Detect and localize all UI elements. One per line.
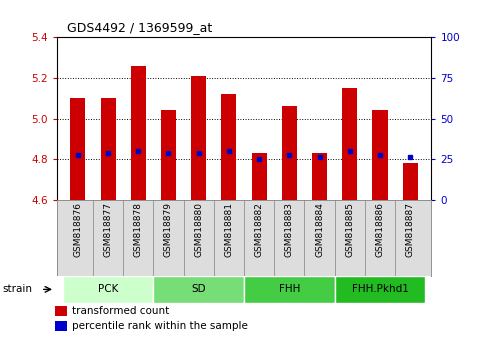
- Text: FHH: FHH: [279, 284, 300, 295]
- Bar: [131, 66, 146, 200]
- Text: GSM818883: GSM818883: [285, 202, 294, 257]
- Bar: [153, 276, 244, 303]
- Bar: [282, 107, 297, 200]
- Bar: [55, 321, 67, 331]
- Text: FHH.Pkhd1: FHH.Pkhd1: [352, 284, 408, 295]
- Text: GSM818877: GSM818877: [104, 202, 112, 257]
- Text: GSM818879: GSM818879: [164, 202, 173, 257]
- Bar: [191, 76, 206, 200]
- Text: GSM818876: GSM818876: [73, 202, 82, 257]
- Text: strain: strain: [3, 284, 33, 294]
- Text: GSM818886: GSM818886: [376, 202, 385, 257]
- Text: GSM818878: GSM818878: [134, 202, 143, 257]
- Bar: [251, 153, 267, 200]
- Text: GSM818887: GSM818887: [406, 202, 415, 257]
- Text: transformed count: transformed count: [72, 306, 170, 316]
- Bar: [55, 306, 67, 316]
- Bar: [70, 98, 85, 200]
- Bar: [63, 276, 153, 303]
- Text: GSM818882: GSM818882: [255, 202, 264, 257]
- Bar: [221, 94, 237, 200]
- Bar: [372, 110, 387, 200]
- Bar: [161, 110, 176, 200]
- Text: GSM818885: GSM818885: [345, 202, 354, 257]
- Text: GDS4492 / 1369599_at: GDS4492 / 1369599_at: [67, 21, 212, 34]
- Text: percentile rank within the sample: percentile rank within the sample: [72, 321, 248, 331]
- Bar: [403, 164, 418, 200]
- Text: GSM818884: GSM818884: [315, 202, 324, 257]
- Bar: [101, 98, 116, 200]
- Bar: [312, 153, 327, 200]
- Bar: [342, 88, 357, 200]
- Text: GSM818881: GSM818881: [224, 202, 233, 257]
- Text: GSM818880: GSM818880: [194, 202, 203, 257]
- Text: SD: SD: [191, 284, 206, 295]
- Bar: [335, 276, 425, 303]
- Text: PCK: PCK: [98, 284, 118, 295]
- Bar: [244, 276, 335, 303]
